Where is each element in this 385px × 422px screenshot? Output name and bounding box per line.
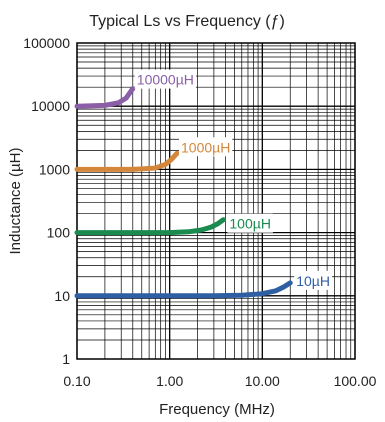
- y-tick-label: 100: [47, 225, 71, 241]
- plot-frame: [76, 42, 356, 360]
- series-label-background: [294, 270, 333, 290]
- x-axis-label: Frequency (MHz): [159, 401, 275, 418]
- series-labels: 10µH 100µH 1000µH 10000µH: [134, 69, 333, 290]
- y-tick-label: 10000: [31, 98, 70, 114]
- y-axis-label: Inductance (µH): [7, 147, 24, 254]
- series-line: [74, 280, 293, 299]
- y-tick-label: 1000: [39, 161, 70, 177]
- series-line: [74, 150, 180, 172]
- series-label: 10µH: [296, 273, 330, 289]
- x-tick-label: 100.00: [334, 373, 377, 389]
- y-axis-ticks: 1 10 100 1000 10000 100000: [23, 35, 70, 367]
- x-tick-label: 10.00: [245, 373, 280, 389]
- series-label-background: [179, 137, 233, 157]
- x-axis-ticks: 0.10 1.00 10.00 100.00: [63, 373, 376, 389]
- series-label-background: [227, 213, 273, 233]
- series-line: [74, 86, 136, 109]
- series-line: [74, 217, 226, 236]
- chart-title: Typical Ls vs Frequency (ƒ): [89, 13, 285, 30]
- series-label: 100µH: [229, 216, 271, 232]
- y-tick-label: 10: [54, 288, 70, 304]
- series-label: 1000µH: [181, 139, 230, 155]
- plot-grid: [76, 42, 356, 360]
- series-label-background: [134, 69, 196, 89]
- series-curves: [74, 86, 293, 299]
- series-label: 10000µH: [137, 72, 194, 88]
- x-tick-label: 0.10: [63, 373, 90, 389]
- x-tick-label: 1.00: [156, 373, 183, 389]
- y-tick-label: 1: [62, 351, 70, 367]
- y-tick-label: 100000: [23, 35, 70, 51]
